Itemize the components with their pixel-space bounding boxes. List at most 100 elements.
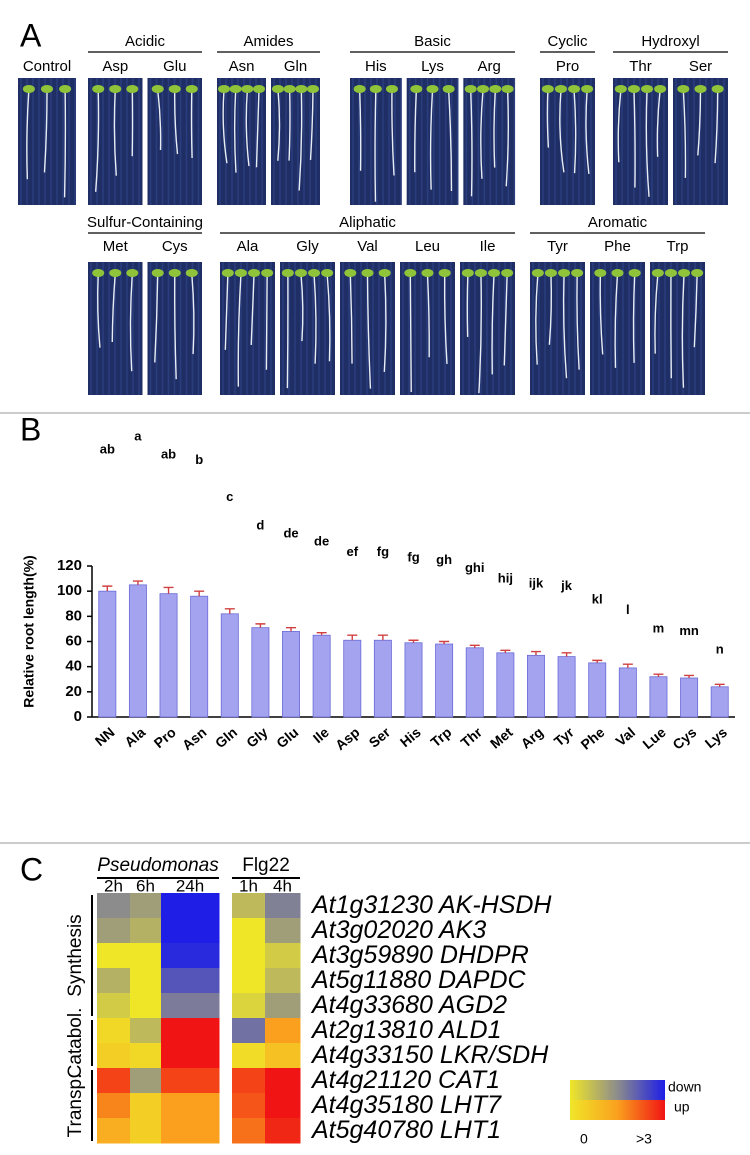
bar (618, 667, 637, 718)
heatmap-cell (265, 1018, 301, 1044)
cotyledon (410, 85, 423, 93)
root (682, 89, 687, 178)
x-tick-label: Val (612, 724, 638, 749)
column-group-label: Flg22 (242, 855, 290, 876)
error-bar (347, 634, 358, 641)
group-label: Aliphatic (339, 214, 396, 231)
cotyledon (126, 85, 139, 93)
root (505, 89, 510, 187)
panel-label: C (20, 851, 43, 887)
bar (588, 662, 607, 718)
significance-label: n (716, 641, 724, 656)
error-bar (316, 631, 327, 636)
significance-label: l (626, 602, 630, 617)
root (265, 273, 268, 370)
root (173, 273, 177, 380)
cotyledon (691, 269, 704, 277)
cotyledon (461, 269, 474, 277)
heatmap-cell (265, 918, 301, 944)
root (358, 89, 362, 171)
error-bar (622, 663, 633, 668)
x-tick-label: NN (92, 724, 118, 749)
y-axis-label: Relative root length(%) (21, 555, 37, 707)
group-label: Sulfur-Containing (87, 214, 203, 231)
cotyledon (218, 85, 230, 93)
heatmap-cell (161, 943, 220, 969)
bar (404, 642, 423, 718)
heatmap-cell (130, 1093, 162, 1119)
bar (220, 613, 239, 718)
root (298, 89, 303, 191)
root (447, 89, 453, 191)
root (480, 89, 484, 179)
cotyledon (594, 269, 607, 277)
error-bar (163, 586, 174, 594)
bar (251, 627, 270, 718)
cotyledon (694, 85, 707, 93)
bar (527, 654, 545, 718)
heatmap-cell (130, 918, 162, 944)
root (313, 273, 317, 364)
gene-label: At5g40780 LHT1 (310, 1116, 501, 1144)
cotyledon (611, 269, 624, 277)
root (645, 89, 650, 197)
significance-label: ijk (529, 576, 544, 591)
cotyledon (501, 85, 514, 93)
treatment-label: Ile (480, 238, 496, 255)
cotyledon (677, 85, 690, 93)
y-tick-label: 80 (65, 607, 82, 624)
cotyledon (185, 85, 198, 93)
error-bar (439, 640, 450, 645)
root (222, 89, 228, 164)
root (714, 89, 719, 164)
cotyledon (641, 85, 654, 93)
panel-label: A (20, 17, 42, 53)
bar (282, 631, 300, 718)
bar (680, 677, 699, 718)
significance-label: ab (161, 447, 176, 462)
heatmap-cell (265, 993, 301, 1019)
heatmap-cell (232, 968, 266, 994)
heatmap-cell (130, 1018, 162, 1044)
cotyledon (185, 269, 198, 277)
x-tick-label: His (397, 724, 424, 750)
cotyledon (438, 269, 451, 277)
cotyledon (308, 269, 321, 277)
heatmap-cell (265, 1093, 301, 1119)
heatmap-cell (161, 1093, 220, 1119)
heatmap-cell (130, 968, 162, 994)
treatment-label: Asn (229, 58, 255, 75)
cotyledon (168, 269, 181, 277)
cotyledon (581, 85, 594, 93)
significance-label: ef (346, 544, 358, 559)
treatment-label: Phe (604, 238, 631, 255)
significance-label: kl (592, 591, 603, 606)
group-label: Basic (414, 33, 451, 50)
root (429, 89, 434, 190)
root (111, 273, 116, 343)
cotyledon (426, 85, 439, 93)
cotyledon (489, 85, 502, 93)
y-tick-label: 120 (57, 557, 82, 574)
heatmap-cell (97, 1018, 131, 1044)
root (157, 89, 162, 151)
significance-label: a (134, 428, 142, 443)
cotyledon (664, 269, 677, 277)
bar (343, 639, 362, 718)
root (503, 273, 508, 366)
root (383, 273, 387, 372)
root (374, 89, 377, 202)
root (693, 273, 698, 348)
error-bar (714, 683, 725, 687)
treatment-label: Leu (415, 238, 440, 255)
bar (435, 643, 454, 718)
gene-label: At4g33680 AGD2 (310, 991, 507, 1019)
x-tick-label: Pro (151, 724, 179, 751)
cotyledon (241, 85, 254, 93)
root (391, 89, 395, 176)
error-bar (469, 644, 480, 648)
cotyledon (295, 85, 308, 93)
heatmap-cell (161, 1068, 220, 1094)
error-bar (255, 623, 266, 628)
root (633, 89, 636, 188)
